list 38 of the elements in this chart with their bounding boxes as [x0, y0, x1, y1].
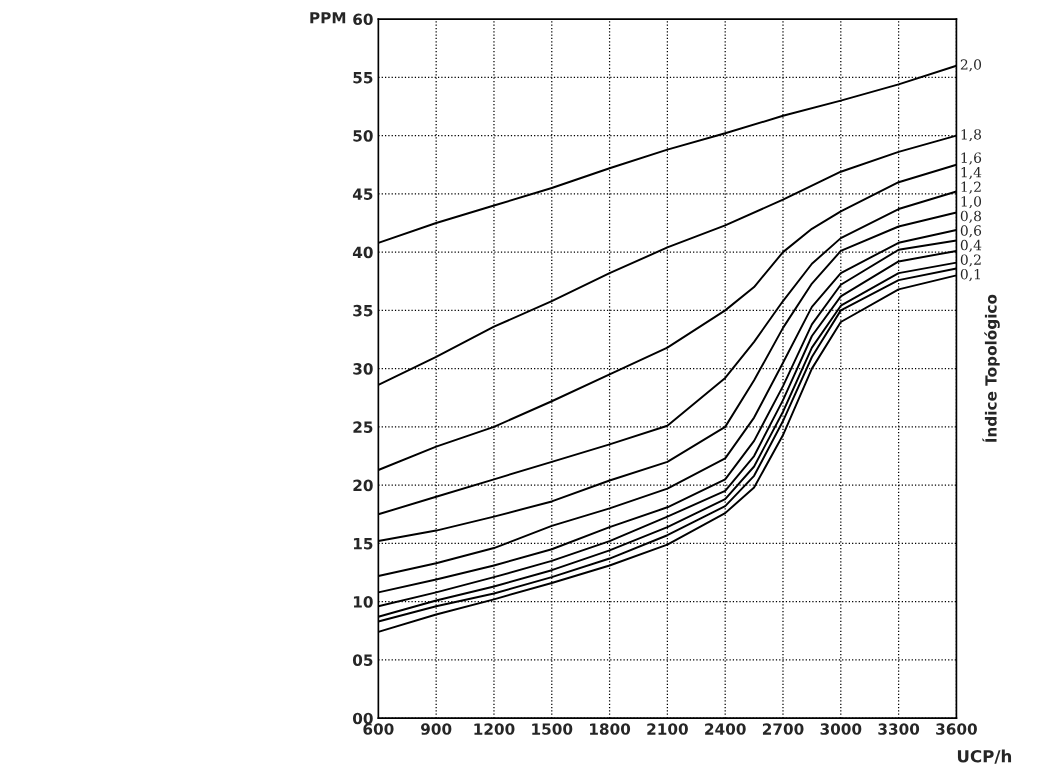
- x-tick-label: 1800: [590, 723, 631, 735]
- series-label: 0,6: [960, 225, 982, 238]
- series-label: 0,2: [960, 254, 981, 267]
- x-tick-label: 2400: [705, 723, 746, 735]
- series-label: 2,0: [960, 59, 982, 72]
- x-tick-label: 600: [363, 723, 394, 735]
- y-tick-label: 40: [352, 246, 373, 259]
- x-tick-label: 1500: [532, 723, 573, 735]
- series-label: 1,6: [961, 152, 982, 165]
- y-tick-label: 60: [353, 13, 373, 26]
- y-tick-label: 10: [353, 596, 373, 608]
- x-tick-label: 3300: [878, 723, 920, 735]
- x-tick-label: 3000: [820, 723, 862, 735]
- x-tick-label: 1200: [474, 723, 515, 735]
- y-tick-label: 00: [352, 712, 373, 725]
- series-label: 0,1: [960, 268, 980, 282]
- series-label: 0,4: [960, 239, 982, 253]
- series-label: 1,2: [961, 181, 981, 194]
- y-tick-label: 50: [353, 130, 373, 142]
- x-tick-label: 900: [421, 723, 452, 735]
- x-axis-title: UCP/h: [957, 749, 1012, 764]
- y-tick-label: 55: [353, 72, 373, 84]
- y-tick-label: 30: [353, 363, 373, 375]
- x-tick-label: 2100: [647, 723, 688, 735]
- y-tick-label: 20: [353, 479, 373, 492]
- series-label: 0,8: [960, 210, 982, 223]
- y-tick-label: 25: [353, 421, 373, 433]
- x-tick-label: 3600: [936, 723, 977, 735]
- y-tick-label: 15: [353, 538, 373, 550]
- y-tick-label: 35: [353, 304, 373, 317]
- series-label: 1,8: [961, 129, 982, 142]
- series-label: 1,0: [961, 196, 982, 209]
- x-tick-label: 2700: [762, 723, 804, 735]
- legend-title: Índice Topológico: [982, 294, 1000, 442]
- y-tick-label: 45: [352, 188, 373, 200]
- y-axis-title: PPM: [310, 12, 346, 24]
- y-tick-label: 05: [352, 654, 373, 666]
- series-label: 1,4: [961, 167, 982, 180]
